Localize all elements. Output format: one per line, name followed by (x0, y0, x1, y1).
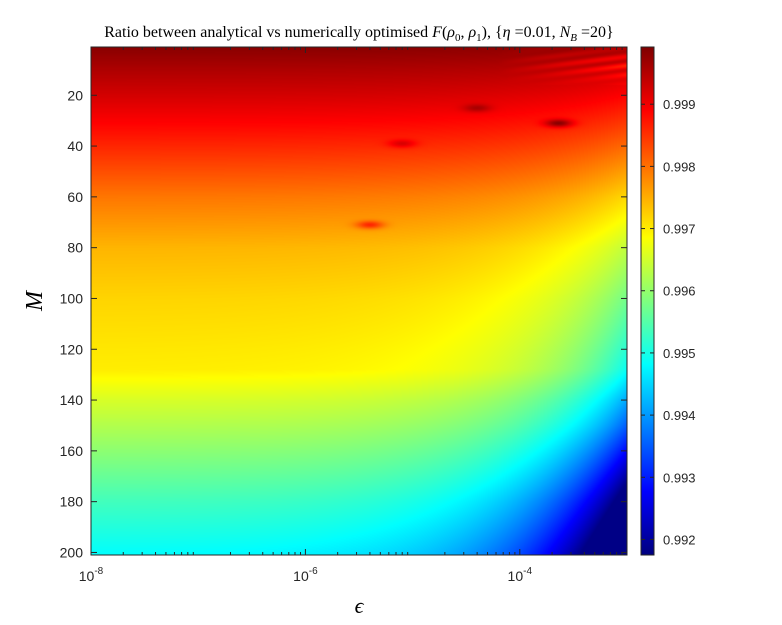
colorbar-tick-label: 0.998 (663, 159, 696, 174)
x-tick-label: 10-6 (293, 566, 318, 584)
colorbar-tick-label: 0.997 (663, 222, 696, 237)
y-tick-label: 60 (67, 189, 83, 205)
colorbar-tick-label: 0.999 (663, 97, 696, 112)
colorbar-tick-label: 0.994 (663, 408, 696, 423)
heatmap-plot-area (91, 47, 627, 555)
y-tick-label: 120 (60, 341, 84, 357)
colorbar-tick-label: 0.996 (663, 284, 696, 299)
x-tick-label: 10-8 (79, 566, 104, 584)
chart-title: Ratio between analytical vs numerically … (104, 24, 613, 44)
y-tick-label: 40 (67, 138, 83, 154)
colorbar-ticks: 0.992 0.993 0.994 0.995 0.996 0.997 0.998 0.999 (641, 97, 696, 547)
y-tick-label: 140 (60, 392, 84, 408)
colorbar-tick-label: 0.992 (663, 532, 696, 547)
plot-axes-frame (90, 46, 628, 556)
y-axis-label: M (22, 289, 48, 312)
y-tick-label: 160 (60, 443, 84, 459)
heatmap-canvas (91, 47, 627, 555)
colorbar-tick-label: 0.993 (663, 470, 696, 485)
y-tick-label: 20 (67, 87, 83, 103)
colorbar-frame (640, 46, 655, 556)
colorbar (641, 47, 654, 555)
y-tick-label: 200 (60, 544, 84, 560)
x-axis-label: ϵ (355, 593, 365, 618)
y-axis-ticks: 20 40 60 80 100 120 140 160 180 200 (60, 87, 627, 560)
x-tick-label: 10-4 (508, 566, 533, 584)
y-tick-label: 100 (60, 290, 84, 306)
y-tick-label: 80 (67, 240, 83, 256)
colorbar-canvas (641, 47, 654, 555)
y-tick-label: 180 (60, 494, 84, 510)
colorbar-tick-label: 0.995 (663, 346, 696, 361)
x-axis-ticks: 10-8 10-6 10-4 (79, 47, 623, 584)
